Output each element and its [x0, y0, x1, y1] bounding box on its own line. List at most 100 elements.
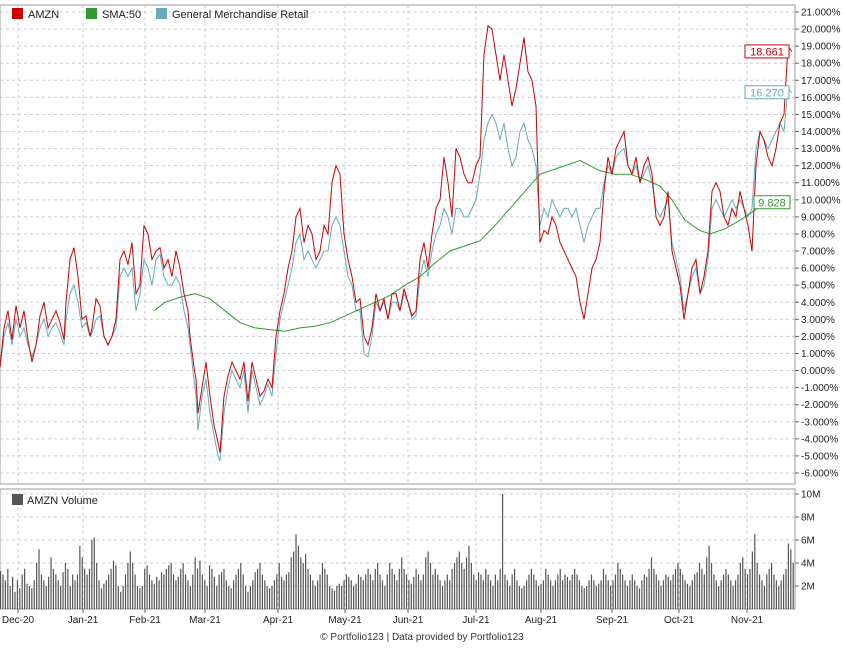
volume-bar: [36, 563, 38, 609]
volume-bar: [168, 565, 170, 609]
legend-swatch: [86, 8, 97, 19]
volume-bar: [691, 580, 693, 610]
volume-bar: [79, 545, 81, 610]
legend-label: General Merchandise Retail: [172, 9, 308, 21]
volume-bar: [19, 588, 21, 609]
volume-bar: [417, 574, 420, 609]
volume-bar: [302, 563, 304, 609]
volume-y-tick-label: 10M: [801, 490, 820, 501]
volume-bar: [526, 580, 528, 610]
last-value-label: 9.828: [758, 197, 786, 209]
volume-bar: [583, 588, 585, 609]
volume-bar: [187, 580, 189, 610]
volume-bar: [341, 586, 343, 609]
volume-bar: [682, 574, 684, 609]
volume-bar: [175, 580, 177, 610]
volume-bar: [305, 553, 307, 609]
volume-panel: 10M 8M 6M 4M 2M AMZN Volume: [0, 488, 820, 610]
volume-bar: [458, 551, 460, 609]
volume-bar: [134, 574, 136, 609]
price-y-tick-label: 3.000%: [801, 315, 835, 326]
volume-bar: [14, 591, 16, 610]
volume-bar: [60, 586, 62, 609]
x-tick-label: Nov-21: [731, 615, 764, 626]
volume-bar: [50, 557, 52, 610]
volume-bar: [468, 545, 470, 610]
volume-bar: [593, 580, 595, 610]
x-tick-label: Apr-21: [263, 615, 293, 626]
volume-bar: [662, 580, 665, 610]
volume-bar: [451, 568, 453, 610]
volume-bar: [773, 574, 775, 609]
volume-bar: [710, 563, 713, 609]
volume-bar: [655, 574, 657, 609]
volume-bar: [43, 580, 45, 610]
price-y-tick-label: -5.000%: [801, 451, 838, 462]
volume-bar: [232, 580, 235, 610]
volume-y-tick-label: 6M: [801, 536, 815, 547]
volume-bar: [749, 568, 751, 610]
volume-bar: [610, 586, 612, 609]
volume-bar: [160, 572, 163, 609]
volume-bar: [667, 576, 669, 609]
volume-bar: [269, 588, 271, 609]
volume-bar: [124, 574, 127, 609]
price-y-tick-label: -3.000%: [801, 417, 838, 428]
volume-bar: [69, 586, 71, 609]
volume-bar: [542, 580, 545, 610]
volume-bar: [533, 574, 535, 609]
volume-bar: [129, 551, 131, 609]
volume-bar: [96, 563, 98, 609]
volume-bar: [641, 580, 643, 610]
volume-bar: [477, 572, 480, 609]
x-tick-label: Aug-21: [525, 615, 558, 626]
volume-bar: [631, 574, 633, 609]
volume-bar: [93, 537, 95, 609]
volume-bar: [679, 568, 681, 610]
price-gridlines: [0, 5, 795, 484]
volume-bar: [386, 574, 388, 609]
volume-bar: [256, 568, 259, 610]
volume-bar: [722, 574, 725, 609]
volume-bar: [72, 574, 74, 609]
volume-bar: [26, 583, 28, 609]
volume-bar: [489, 580, 492, 610]
price-y-tick-label: 18.000%: [801, 59, 841, 70]
volume-bar: [650, 557, 653, 610]
volume-bar: [331, 588, 333, 609]
volume-bar: [172, 574, 175, 609]
volume-bar: [638, 588, 641, 609]
volume-bar: [778, 586, 780, 609]
volume-bar: [220, 572, 223, 609]
volume-bar: [746, 574, 749, 609]
volume-bar: [225, 580, 227, 610]
x-tick-label: Mar-21: [189, 615, 221, 626]
volume-bar: [413, 576, 415, 609]
volume-bar: [163, 574, 165, 609]
volume-bar: [605, 574, 607, 609]
volume-bar: [379, 574, 381, 609]
volume-bar: [720, 580, 722, 610]
volume-bar: [261, 574, 263, 609]
x-tick-label: Jun-21: [393, 615, 424, 626]
volume-bar: [333, 590, 336, 609]
volume-bar: [768, 568, 770, 610]
volume-bar: [513, 568, 516, 610]
volume-bar: [326, 574, 328, 609]
volume-bar: [420, 580, 422, 610]
price-plot-area: [0, 4, 796, 485]
volume-bar: [57, 580, 59, 610]
price-y-tick-label: 11.000%: [801, 178, 840, 189]
volume-bar: [780, 580, 782, 610]
price-y-tick-label: 21.000%: [801, 8, 841, 19]
volume-bar: [249, 586, 251, 609]
volume-bar: [276, 574, 278, 609]
volume-bar: [31, 588, 33, 609]
volume-bar: [100, 588, 103, 609]
volume-bar: [300, 557, 302, 610]
volume-legend: AMZN Volume: [12, 494, 98, 507]
price-y-tick-label: 14.000%: [801, 127, 841, 138]
volume-bar: [742, 557, 744, 610]
volume-bar: [785, 568, 787, 610]
